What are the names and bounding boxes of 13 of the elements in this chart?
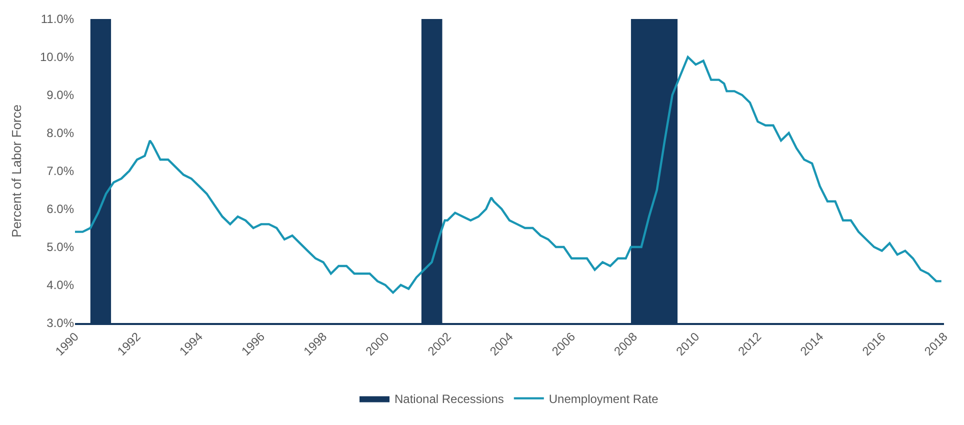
y-tick-label: 5.0% bbox=[46, 240, 74, 254]
y-tick-label: 7.0% bbox=[46, 164, 74, 178]
legend-label: National Recessions bbox=[394, 392, 504, 406]
y-tick-label: 6.0% bbox=[46, 202, 74, 216]
y-tick-label: 9.0% bbox=[46, 88, 74, 102]
y-tick-label: 4.0% bbox=[46, 278, 74, 292]
line-series bbox=[75, 56, 942, 294]
y-tick-label: 10.0% bbox=[40, 50, 74, 64]
y-axis-title: Percent of Labor Force bbox=[8, 104, 24, 238]
y-tick-label: 11.0% bbox=[40, 12, 74, 26]
legend-label: Unemployment Rate bbox=[548, 392, 659, 406]
y-tick-label: 8.0% bbox=[46, 126, 74, 140]
y-tick-label: 3.0% bbox=[46, 316, 74, 330]
